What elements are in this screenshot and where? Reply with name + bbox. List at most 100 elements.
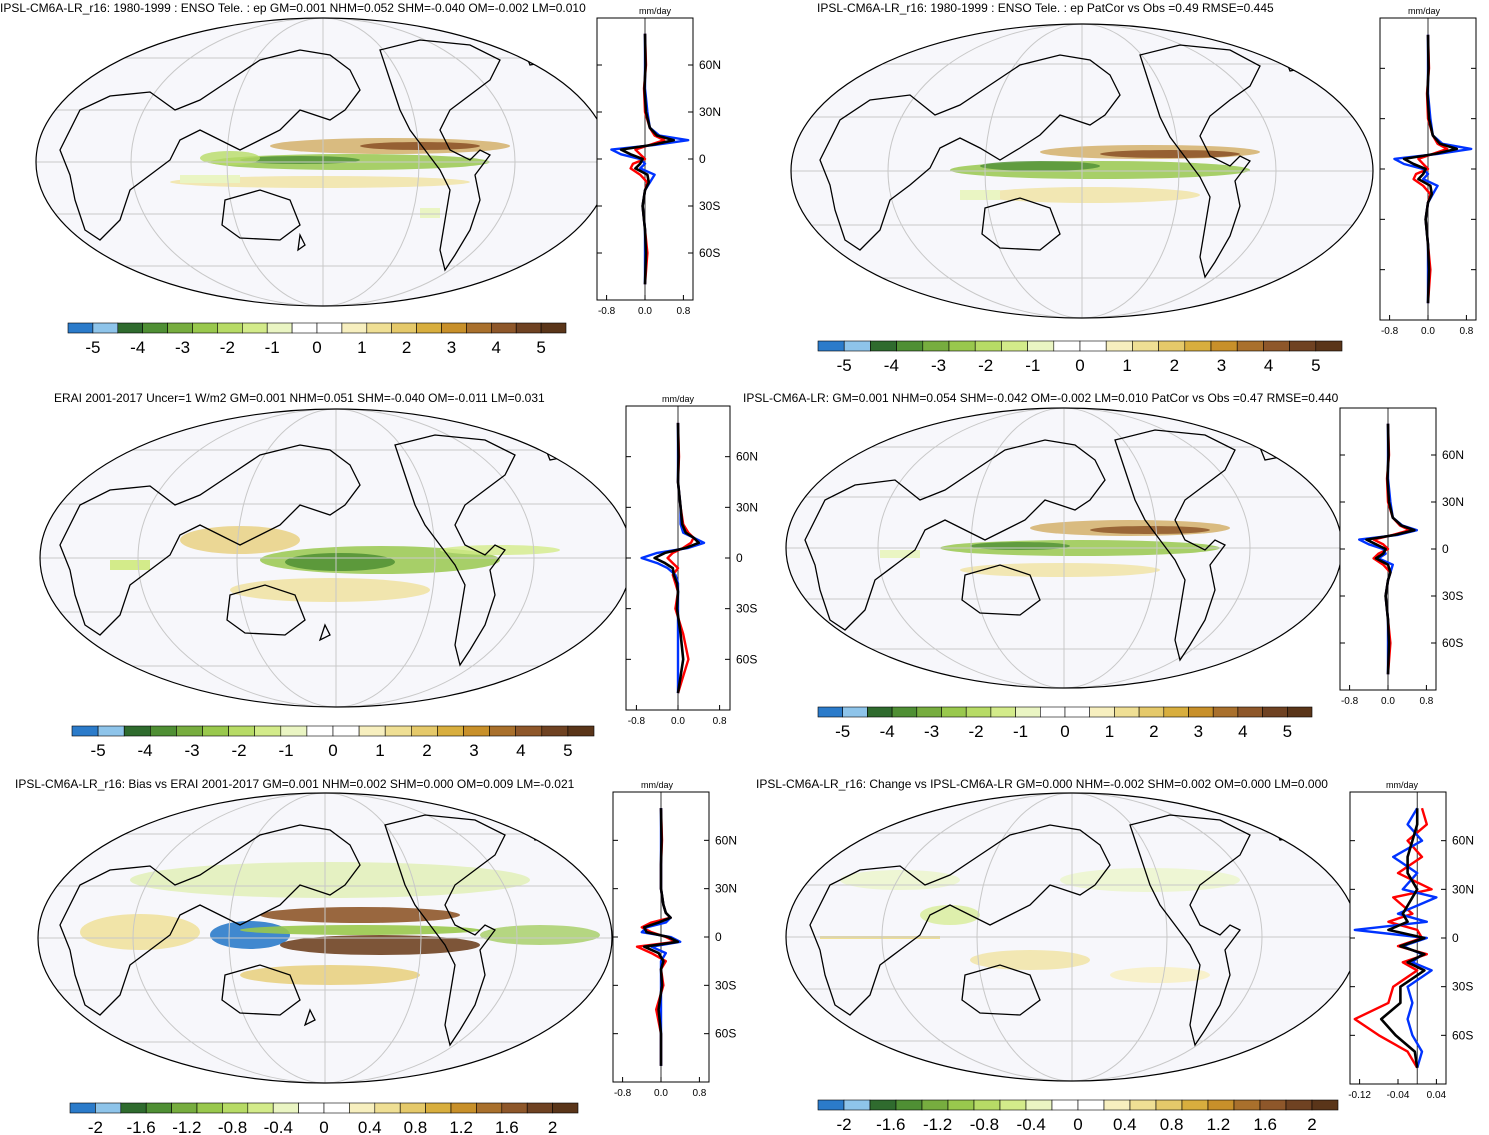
graticule: [40, 409, 632, 707]
colorbar-swatch: [463, 725, 490, 737]
colorbar-swatch: [1138, 706, 1165, 718]
colorbar-label: -1: [278, 741, 293, 760]
colorbar-swatch: [895, 1099, 923, 1111]
colorbar-swatch: [1077, 1099, 1105, 1111]
colorbar-label: 5: [563, 741, 572, 760]
colorbar-swatch: [501, 1102, 528, 1114]
colorbar-swatch: [896, 340, 924, 352]
panel-title: IPSL-CM6A-LR: GM=0.001 NHM=0.054 SHM=-0.…: [743, 391, 1339, 405]
colorbar-label: 1.2: [1207, 1115, 1231, 1134]
latitude-axis: 60N 30N 0 30S 60S: [597, 58, 721, 260]
colorbar-swatch: [399, 1102, 426, 1114]
lat-label: 60N: [1452, 834, 1474, 848]
latitude-axis: 60N 30N 0 30S 60S: [626, 450, 758, 666]
colorbar-label: -1: [1013, 722, 1028, 741]
colorbar-label: 4: [516, 741, 525, 760]
colorbar-label: 1.2: [449, 1118, 473, 1135]
colorbar-swatch: [1001, 340, 1028, 352]
colorbar-swatch: [92, 322, 119, 334]
colorbar-swatch: [990, 706, 1016, 718]
x-tick-label: -0.04: [1387, 1090, 1410, 1101]
lat-label: 60N: [1442, 448, 1464, 462]
colorbar-swatch: [1053, 340, 1081, 352]
coastlines: [809, 814, 1311, 1047]
lat-label: 60S: [699, 246, 720, 260]
panel-1: IPSL-CM6A-LR_r16: 1980-1999 : ENSO Tele.…: [0, 1, 721, 357]
anomaly-field: [80, 862, 600, 985]
colorbar-swatch: [272, 1102, 299, 1114]
colorbar-swatch: [67, 322, 94, 334]
colorbar-label: 0: [1060, 722, 1069, 741]
colorbar-swatch: [1158, 340, 1186, 352]
zonal-unit-label: mm/day: [641, 780, 674, 790]
colorbar-label: 3: [447, 338, 456, 357]
colorbar-swatch: [1105, 340, 1133, 352]
colorbar-label: 4: [1264, 356, 1273, 375]
x-tick-label: 0.04: [1427, 1090, 1447, 1101]
x-tick-label: -0.8: [598, 306, 616, 317]
colorbar-swatch: [540, 322, 567, 334]
colorbar-swatch: [332, 725, 360, 737]
map-frame: [37, 792, 613, 1084]
colorbar-swatch: [196, 1102, 223, 1114]
lat-label: 60N: [715, 833, 737, 847]
lat-label: 30N: [736, 500, 758, 514]
zonal-x-axis: -0.8 0.0 0.8: [1381, 315, 1474, 337]
colorbar-swatch: [374, 1102, 401, 1114]
colorbar-swatch: [541, 725, 569, 737]
colorbar-swatch: [948, 340, 976, 352]
colorbar-swatch: [1181, 1099, 1209, 1111]
colorbar-swatch: [973, 1099, 1001, 1111]
colorbar-swatch: [922, 340, 950, 352]
anomaly-field: [880, 520, 1230, 577]
zonal-lines: [1358, 408, 1419, 690]
colorbar-swatch: [490, 322, 517, 334]
latitude-axis: 60N 30N 0 30S 60S: [613, 833, 737, 1041]
series-line-combined: [653, 422, 701, 694]
x-tick-label: 0.0: [1381, 696, 1395, 707]
lat-label: 30S: [699, 199, 720, 213]
colorbar-swatch: [1129, 1099, 1157, 1111]
colorbar-label: 3: [469, 741, 478, 760]
colorbar-swatch: [817, 1099, 845, 1111]
colorbar-swatch: [266, 322, 293, 334]
colorbar-label: 2: [1307, 1115, 1316, 1134]
colorbar-label: -2: [836, 1115, 851, 1134]
lat-label: 60N: [699, 58, 721, 72]
graticule: [36, 18, 610, 306]
colorbar-swatch: [526, 1102, 553, 1114]
lat-label: 30S: [736, 602, 757, 616]
colorbar-swatch: [843, 1099, 871, 1111]
colorbar-label: 1.6: [495, 1118, 519, 1135]
colorbar-label: -5: [85, 338, 100, 357]
x-tick-label: -0.8: [1341, 696, 1359, 707]
colorbar-swatch: [1259, 1099, 1287, 1111]
series-line-combined: [619, 33, 676, 285]
colorbar-swatch: [515, 725, 543, 737]
series-line-combined: [1365, 423, 1416, 675]
colorbar-label: 1: [1122, 356, 1131, 375]
colorbar-swatch: [167, 322, 193, 334]
lat-label: 30S: [1452, 980, 1473, 994]
colorbar-swatch: [97, 725, 125, 737]
colorbar-swatch: [489, 725, 517, 737]
x-tick-label: 0.8: [1459, 326, 1473, 337]
colorbar-swatch: [228, 725, 256, 737]
colorbar-label: 5: [1283, 722, 1292, 741]
latitude-axis: 60N 30N 0 30S 60S: [1350, 834, 1474, 1042]
colorbar-swatch: [217, 322, 243, 334]
series-line-model: [1353, 807, 1433, 1069]
colorbar-swatch: [1040, 706, 1066, 718]
colorbar-swatch: [95, 1102, 122, 1114]
colorbar-label: 1.6: [1253, 1115, 1277, 1134]
zonal-unit-label: mm/day: [1386, 780, 1419, 790]
colorbar-label: -3: [184, 741, 199, 760]
colorbar-label: -2: [969, 722, 984, 741]
colorbar-label: -5: [91, 741, 106, 760]
zonal-lines: [610, 18, 690, 300]
colorbar-swatch: [1064, 706, 1091, 718]
colorbar-swatch: [1212, 706, 1239, 718]
colorbar-swatch: [291, 322, 318, 334]
colorbar-swatch: [466, 322, 492, 334]
colorbar-label: -0.4: [264, 1118, 293, 1135]
